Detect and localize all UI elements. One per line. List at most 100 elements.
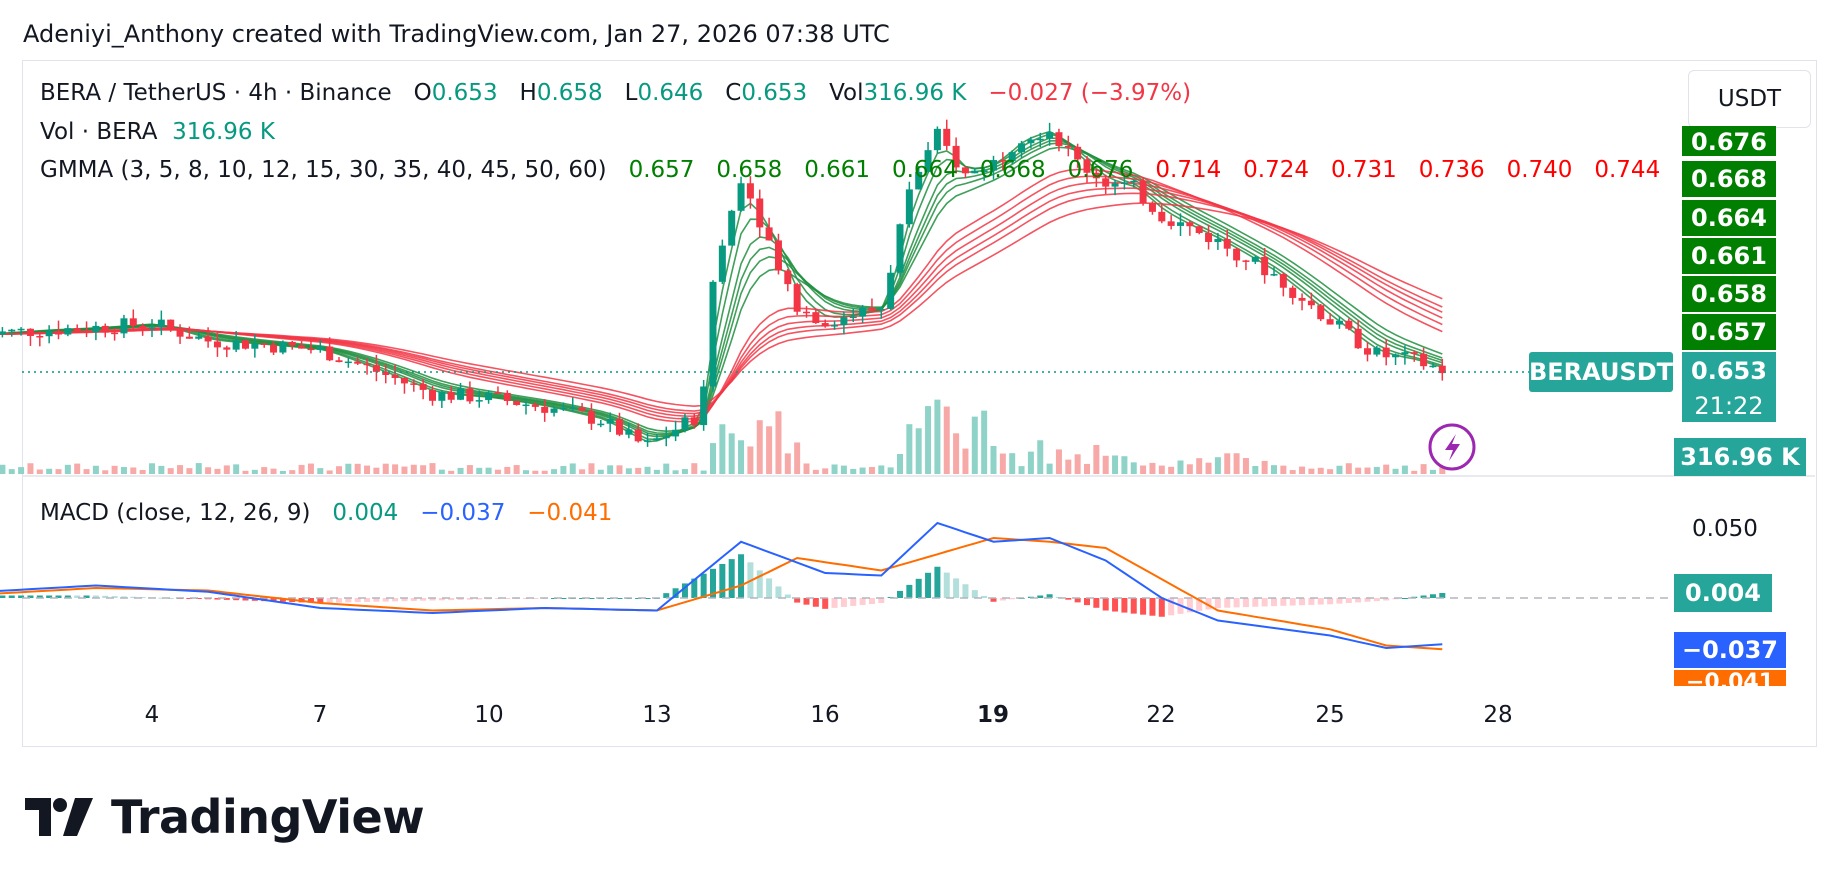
macd-hist-bar xyxy=(1084,598,1090,606)
macd-hist-bar xyxy=(831,598,838,608)
volume-bar xyxy=(738,440,745,474)
volume-bar xyxy=(130,467,137,474)
volume-bar xyxy=(46,468,53,474)
volume-bar xyxy=(672,470,679,474)
macd-hist-bar xyxy=(36,595,43,598)
macd-hist-bar xyxy=(784,594,791,598)
volume-bar xyxy=(1084,463,1090,474)
open-label: O xyxy=(413,80,432,106)
volume-bar xyxy=(261,467,268,474)
macd-hist-bar xyxy=(223,598,230,600)
volume-bar xyxy=(214,468,221,474)
candle-body xyxy=(176,328,184,337)
macd-line xyxy=(0,521,1443,650)
candle-body xyxy=(1354,328,1362,349)
candle-body xyxy=(541,406,549,413)
macd-hist-bar xyxy=(120,596,127,598)
macd-scale-level: 0.050 xyxy=(1692,516,1758,542)
tradingview-brand[interactable]: TradingView xyxy=(25,790,425,844)
candle-body xyxy=(990,160,997,171)
macd-hist-bar xyxy=(794,598,801,603)
volume-bar xyxy=(27,463,34,474)
volume-bar xyxy=(1411,470,1418,474)
macd-hist-bar xyxy=(233,598,240,601)
candle-body xyxy=(1223,239,1231,249)
volume-bar xyxy=(448,470,455,474)
candle-body xyxy=(242,340,249,349)
macd-hist-bar xyxy=(962,584,969,598)
macd-hist-bar xyxy=(0,595,6,598)
currency-button[interactable]: USDT xyxy=(1688,70,1811,128)
macd-hist-bar xyxy=(8,595,15,598)
macd-hist-bar xyxy=(326,598,333,603)
candle-body xyxy=(1345,320,1353,329)
volume-bar xyxy=(607,465,614,474)
macd-hist-bar xyxy=(803,598,810,605)
candle-body xyxy=(204,336,212,342)
volume-bar xyxy=(1112,455,1119,474)
candle-body xyxy=(1335,320,1343,325)
macd-hist-bar xyxy=(719,563,726,598)
macd-hist-bar xyxy=(102,595,109,598)
candle-body xyxy=(569,407,577,409)
candle-body xyxy=(1382,347,1390,358)
volume-bar xyxy=(962,448,969,474)
volume-bar xyxy=(597,469,604,474)
candle-body xyxy=(288,341,296,346)
candle-body xyxy=(531,404,539,407)
candle-body xyxy=(896,224,904,273)
volume-legend-label[interactable]: Vol · BERA xyxy=(40,119,158,145)
volume-bar xyxy=(1308,468,1315,474)
volume-bar xyxy=(429,463,436,474)
macd-hist-bar xyxy=(775,586,782,598)
candle-body xyxy=(111,332,119,335)
volume-bar xyxy=(953,433,960,474)
macd-signal-tag: −0.041 xyxy=(1674,670,1786,686)
candle-body xyxy=(522,404,530,407)
macd-hist-bar xyxy=(270,598,277,602)
macd-hist-bar xyxy=(457,598,464,600)
candle-body xyxy=(840,317,848,326)
macd-hist-bar xyxy=(401,598,408,602)
volume-bar xyxy=(382,463,389,474)
macd-hist-bar xyxy=(1308,598,1315,605)
candle-body xyxy=(597,423,605,426)
candle-body xyxy=(26,328,34,336)
candle-body xyxy=(8,329,16,332)
gmma-legend-label[interactable]: GMMA (3, 5, 8, 10, 12, 15, 30, 35, 40, 4… xyxy=(40,157,607,183)
candle-body xyxy=(1401,352,1409,355)
candle-body xyxy=(1214,239,1222,242)
symbol-label[interactable]: BERA / TetherUS · 4h · Binance xyxy=(40,80,392,106)
candle-body xyxy=(728,210,736,246)
macd-hist-bar xyxy=(1373,598,1380,602)
volume-bar xyxy=(317,468,324,474)
volume-bar xyxy=(1317,467,1324,474)
candle-body xyxy=(1130,180,1138,183)
macd-hist-bar xyxy=(1401,598,1408,599)
candle-body xyxy=(372,365,380,372)
macd-hist-bar xyxy=(766,578,773,598)
volume-bar xyxy=(420,465,427,474)
change-value: −0.027 (−3.97%) xyxy=(988,80,1192,106)
candle-body xyxy=(1373,347,1381,355)
candle-body xyxy=(17,328,25,331)
macd-hist-bar xyxy=(1065,598,1072,600)
macd-hist-bar xyxy=(1317,598,1324,605)
macd-hist-bar xyxy=(840,598,847,607)
macd-line-tag: −0.037 xyxy=(1674,632,1786,668)
gmma-value-7: 0.714 xyxy=(1155,157,1222,183)
volume-bar xyxy=(1055,449,1062,474)
macd-hist-bar xyxy=(1196,598,1203,611)
macd-legend-label[interactable]: MACD (close, 12, 26, 9) xyxy=(40,500,311,526)
countdown-tag: 21:22 xyxy=(1682,390,1776,422)
x-tick-28: 28 xyxy=(1483,702,1513,728)
volume-bar xyxy=(663,463,670,474)
volume-bar xyxy=(64,464,71,474)
candle-body xyxy=(344,361,352,364)
chart-frame xyxy=(22,60,1817,747)
candle-body xyxy=(1420,353,1428,367)
volume-bar xyxy=(186,468,193,474)
macd-hist-bar xyxy=(83,595,90,598)
volume-legend: Vol · BERA 316.96 K xyxy=(40,119,275,145)
